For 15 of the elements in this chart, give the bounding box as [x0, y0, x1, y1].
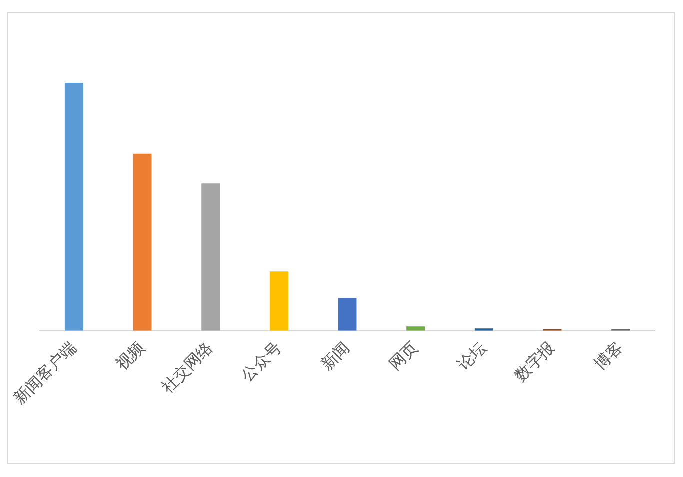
x-tick-label: 数字报 — [512, 338, 558, 386]
x-tick-label: 社交网络 — [158, 338, 217, 397]
x-tick-label: 新闻客户端 — [10, 338, 80, 408]
bar — [64, 83, 84, 331]
x-tick-label: 论坛 — [455, 339, 490, 374]
bar — [406, 326, 426, 331]
bar — [133, 154, 152, 331]
x-tick-label: 视频 — [112, 338, 148, 374]
bar — [338, 298, 357, 331]
x-tick-label: 新闻 — [318, 338, 354, 374]
bar — [202, 184, 220, 331]
x-tick-label: 博客 — [591, 338, 627, 374]
x-tick-label: 公众号 — [239, 339, 285, 386]
x-tick-label: 网页 — [386, 339, 422, 374]
bar — [270, 272, 288, 331]
